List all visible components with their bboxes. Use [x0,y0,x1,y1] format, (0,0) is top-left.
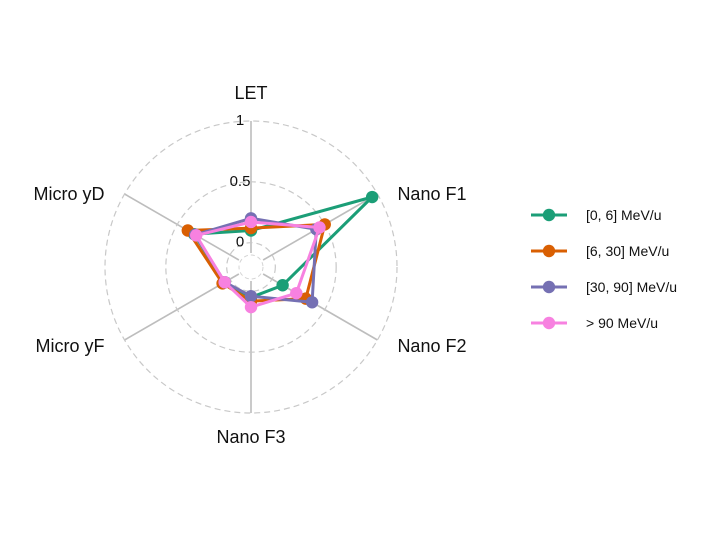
legend-marker-4 [542,316,556,330]
series-4-point-0 [244,215,258,229]
grid-ring-center [238,254,264,280]
series-3-point-2 [305,296,319,309]
tick-label-0: 0 [236,234,244,251]
tick-label-0.5: 0.5 [230,173,251,190]
grid-ring-0 [226,242,276,292]
legend-label-1: [0, 6] MeV/u [586,207,661,223]
series-3-point-3 [244,290,258,303]
legend-marker-3 [542,280,556,294]
series-4-point-4 [218,276,231,289]
grid-layer [104,120,398,414]
legend: [0, 6] MeV/u [6, 30] MeV/u [30, 90] MeV/u >… [531,207,677,331]
legend-marker-1 [542,208,556,222]
label-layer: 0 0.5 1 LET Nano F1 Nano F2 Nano F3 Micro yF Mic… [34,83,467,447]
axis-label-nano-f3: Nano F3 [216,427,285,447]
series-4-point-1 [313,221,326,234]
legend-label-2: [6, 30] MeV/u [586,243,669,259]
axis-label-nano-f2: Nano F2 [397,336,466,356]
axis-label-let: LET [234,83,267,103]
legend-label-4: > 90 MeV/u [586,315,658,331]
tick-label-1: 1 [236,112,244,129]
axis-label-nano-f1: Nano F1 [397,184,466,204]
grid-ring-1 [104,120,398,414]
legend-label-3: [30, 90] MeV/u [586,279,677,295]
series-4-point-3 [244,300,258,314]
axis-label-micro-yd: Micro yD [34,184,105,204]
series-1-point-1 [365,190,379,204]
series-layer [181,190,379,314]
axis-label-micro-yf: Micro yF [36,336,105,356]
grid-ring-0.5 [165,181,337,353]
spoke-micro-yd [124,193,240,261]
series-1-point-2 [276,279,289,292]
series-4-point-5 [190,229,203,242]
legend-marker-2 [542,244,556,258]
series-4-point-2 [290,286,303,300]
